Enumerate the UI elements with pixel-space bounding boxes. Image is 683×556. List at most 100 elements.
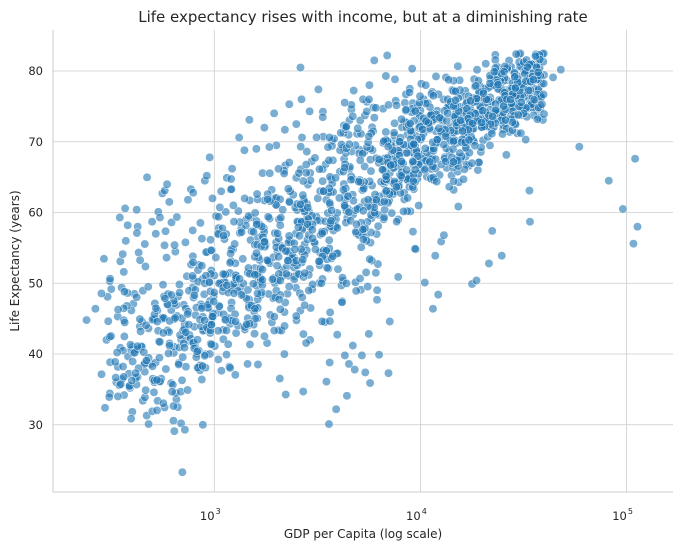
scatter-point [444,75,454,85]
scatter-point [275,276,285,285]
scatter-point [490,55,500,65]
scatter-point [242,319,252,329]
scatter-point [498,129,507,139]
scatter-point [408,156,418,166]
scatter-point [453,202,463,211]
scatter-point [240,194,250,203]
scatter-point [381,71,391,81]
scatter-point [195,218,205,228]
scatter-point [170,240,179,250]
scatter-point [123,220,133,230]
scatter-point [121,236,131,246]
scatter-point [407,64,417,74]
scatter-point [281,269,291,279]
scatter-point [132,292,142,302]
scatter-point [493,80,503,90]
scatter-point [346,175,356,185]
scatter-point [489,67,499,77]
scatter-point [223,339,233,349]
scatter-point [351,286,361,296]
scatter-point [326,216,336,226]
scatter-point [115,213,125,222]
scatter-point [226,174,236,184]
scatter-point [511,49,521,59]
scatter-point [99,254,109,264]
scatter-point [365,378,375,388]
scatter-point [155,337,165,347]
scatter-point [158,280,168,290]
scatter-point [311,244,320,254]
scatter-point [315,164,324,174]
scatter-point [141,320,151,330]
scatter-point [351,219,361,229]
scatter-point [284,158,294,167]
scatter-point [227,164,237,174]
scatter-point [275,220,285,230]
scatter-point [298,190,308,200]
scatter-point [464,135,474,145]
scatter-point [451,86,461,96]
scatter-point [365,254,375,264]
scatter-point [178,352,188,362]
scatter-point [340,98,350,108]
scatter-point [207,340,217,349]
scatter-point [318,176,328,186]
scatter-point [148,361,157,371]
scatter-point [132,341,142,351]
scatter-point [263,256,273,265]
scatter-point [430,251,440,261]
scatter-point [364,329,374,339]
scatter-point [169,416,178,426]
scatter-point [481,59,491,69]
scatter-point [510,72,520,82]
scatter-point [142,172,152,182]
scatter-point [355,155,365,165]
scatter-point [257,275,267,285]
scatter-point [197,261,207,271]
scatter-point [500,115,510,125]
scatter-point [484,259,494,268]
scatter-point [140,239,150,249]
scatter-point [317,228,327,238]
scatter-point [294,168,304,178]
scatter-point [276,213,286,223]
scatter-point [141,385,151,395]
scatter-point [298,329,308,339]
scatter-point [250,304,260,314]
scatter-point [453,61,463,71]
scatter-point [218,269,228,279]
scatter-point [205,152,215,162]
scatter-point [222,350,231,360]
scatter-point [325,133,334,142]
scatter-point [324,155,334,165]
scatter-point [477,118,486,127]
scatter-point [234,133,244,142]
scatter-point [250,329,259,339]
scatter-point [305,106,315,116]
scatter-point [371,195,381,205]
scatter-point [243,285,253,295]
scatter-point [285,197,294,207]
scatter-point [349,86,359,96]
scatter-point [180,425,190,435]
scatter-point [188,271,197,281]
scatter-point [132,205,142,215]
scatter-point [158,398,168,408]
scatter-point [249,227,258,237]
scatter-point [532,114,542,124]
scatter-point [106,331,116,341]
scatter-point [529,95,539,105]
scatter-point [470,141,480,151]
scatter-point [319,186,328,196]
scatter-point [209,288,219,297]
chart-title: Life expectancy rises with income, but a… [138,8,588,26]
scatter-point [358,225,368,234]
scatter-point [574,142,584,152]
scatter-point [155,213,165,222]
scatter-point [208,312,217,321]
scatter-point [297,292,307,302]
scatter-point [147,217,157,227]
scatter-point [268,274,277,284]
scatter-point [402,148,412,158]
